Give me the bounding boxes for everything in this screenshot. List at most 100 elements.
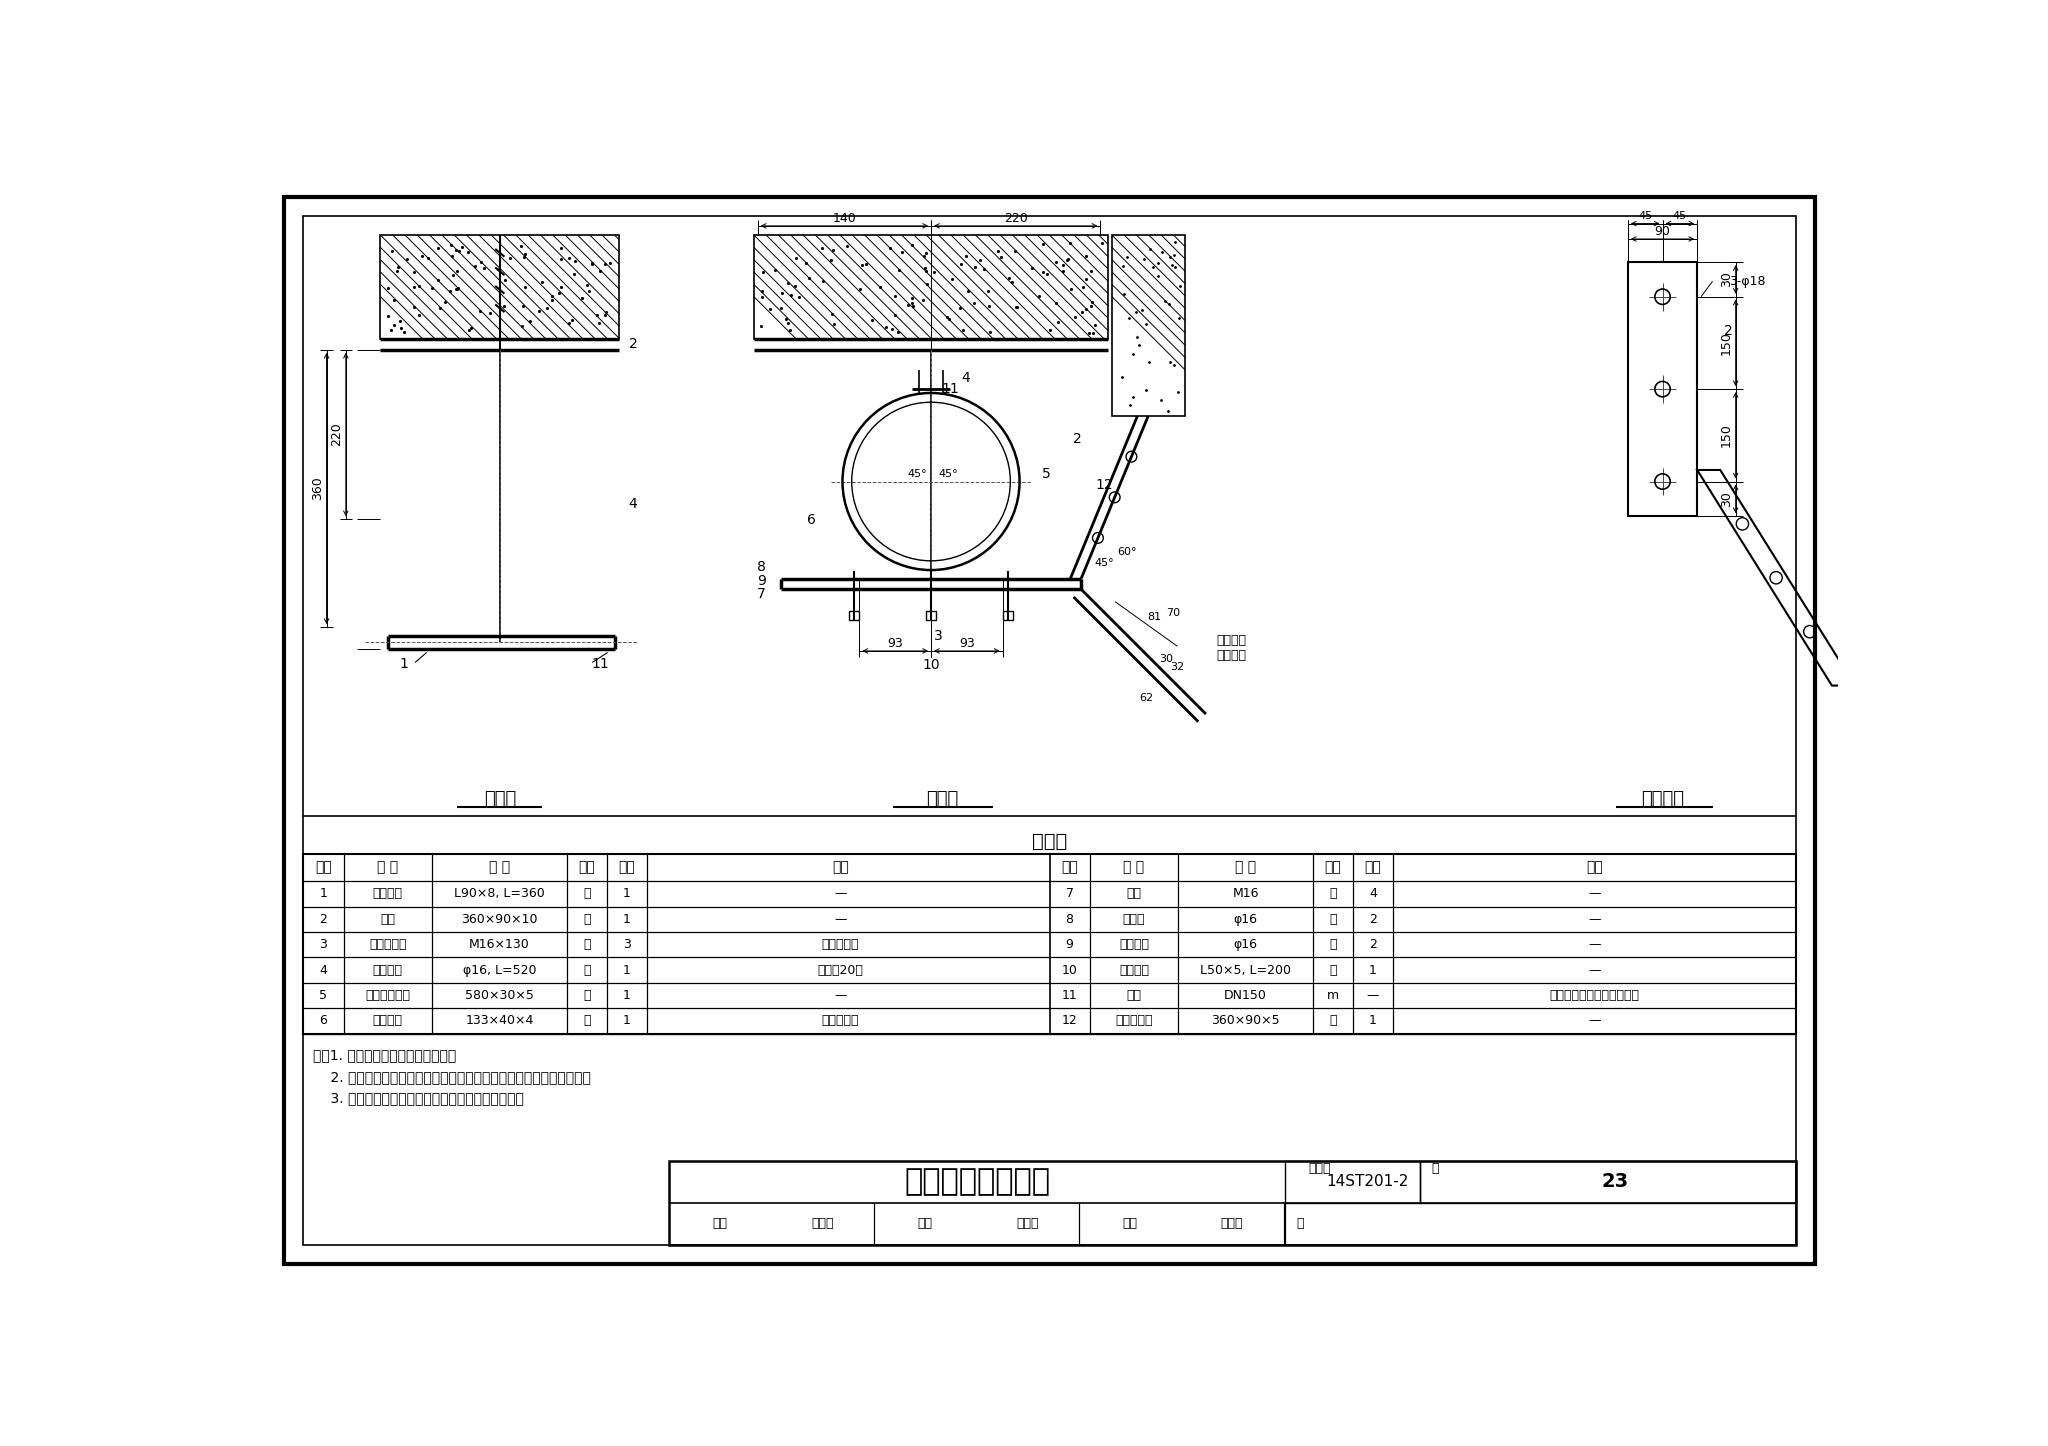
Text: 2: 2: [1368, 938, 1376, 951]
Text: 8: 8: [1065, 912, 1073, 925]
Text: 弧形钢板: 弧形钢板: [373, 1015, 403, 1028]
Bar: [754, 236, 1108, 338]
Text: 2: 2: [319, 912, 328, 925]
Text: 1: 1: [623, 888, 631, 901]
Text: 件: 件: [584, 989, 590, 1002]
Bar: [1419, 1161, 1796, 1203]
Text: 2. 本图按圆形隧道绘制，其他隧道样式支架参考本图调整钢板角度。: 2. 本图按圆形隧道绘制，其他隧道样式支架参考本图调整钢板角度。: [313, 1070, 590, 1083]
Text: 校对: 校对: [918, 1218, 932, 1231]
Text: 2: 2: [1724, 324, 1733, 338]
Text: 30: 30: [1159, 655, 1174, 664]
Text: 8: 8: [758, 560, 766, 574]
Text: —: —: [1587, 888, 1602, 901]
Text: 580×30×5: 580×30×5: [465, 989, 535, 1002]
Text: M16: M16: [1233, 888, 1260, 901]
Text: 360: 360: [311, 477, 324, 500]
Text: 右视图: 右视图: [926, 790, 958, 808]
Text: 45°: 45°: [938, 469, 958, 479]
Text: 81: 81: [1147, 612, 1161, 622]
Text: 1: 1: [623, 1015, 631, 1028]
Text: —: —: [1366, 989, 1378, 1002]
Bar: [1286, 1161, 1419, 1203]
Text: 4: 4: [961, 370, 971, 385]
Text: 1: 1: [623, 989, 631, 1002]
Text: 名 称: 名 称: [1124, 860, 1145, 875]
Text: 1: 1: [623, 963, 631, 976]
Text: 螺母: 螺母: [1126, 888, 1141, 901]
Text: 编号: 编号: [315, 860, 332, 875]
Text: 5: 5: [1042, 467, 1051, 482]
Text: 球墨铸铁管或热浸镀锌钢管: 球墨铸铁管或热浸镀锌钢管: [1550, 989, 1638, 1002]
Text: 11: 11: [592, 656, 608, 671]
Text: 3. 作为中间支架使用时，应去掉相应的中间螺栓。: 3. 作为中间支架使用时，应去掉相应的中间螺栓。: [313, 1092, 524, 1105]
Text: 图集号: 图集号: [1309, 1161, 1331, 1174]
Bar: [303, 855, 1796, 1034]
Text: 2: 2: [629, 337, 637, 351]
Text: 45°: 45°: [907, 469, 928, 479]
Text: 32: 32: [1169, 662, 1184, 672]
Text: 5: 5: [319, 989, 328, 1002]
Text: M16×130: M16×130: [469, 938, 530, 951]
Text: 150: 150: [1720, 424, 1733, 447]
Text: —: —: [1587, 938, 1602, 951]
Text: 件: 件: [1329, 1015, 1337, 1028]
Text: 1: 1: [399, 656, 408, 671]
Text: —: —: [1587, 1015, 1602, 1028]
Text: 注：1. 支架应在加工完成后热镀锌。: 注：1. 支架应在加工完成后热镀锌。: [313, 1048, 457, 1063]
Text: 件: 件: [1329, 963, 1337, 976]
Text: DN150: DN150: [1225, 989, 1268, 1002]
Text: 150: 150: [1720, 331, 1733, 354]
Text: 4: 4: [319, 963, 328, 976]
Text: —: —: [1587, 963, 1602, 976]
Bar: [1004, 610, 1014, 620]
Bar: [1628, 262, 1698, 516]
Text: 规 格: 规 格: [1235, 860, 1255, 875]
Text: L90×8, L=360: L90×8, L=360: [455, 888, 545, 901]
Text: 后扩底锚栓: 后扩底锚栓: [369, 938, 408, 951]
Text: 备注: 备注: [831, 860, 850, 875]
Bar: [381, 236, 618, 338]
Text: 块: 块: [584, 912, 590, 925]
Text: 3: 3: [623, 938, 631, 951]
Text: 名 称: 名 称: [377, 860, 399, 875]
Text: 12: 12: [1061, 1015, 1077, 1028]
Text: 钢板: 钢板: [381, 912, 395, 925]
Bar: [926, 610, 936, 620]
Bar: [1112, 236, 1186, 416]
Text: 3: 3: [934, 629, 942, 642]
Text: 管道: 管道: [1126, 989, 1141, 1002]
Text: 件: 件: [584, 888, 590, 901]
Text: —: —: [834, 888, 846, 901]
Text: 60°: 60°: [1118, 547, 1137, 557]
Text: 1: 1: [319, 888, 328, 901]
Text: 3-φ18: 3-φ18: [1729, 275, 1765, 288]
Text: 圆钢管卡: 圆钢管卡: [373, 963, 403, 976]
Text: 斜撑角钢: 斜撑角钢: [1118, 963, 1149, 976]
Text: 和角钢焊接: 和角钢焊接: [821, 1015, 860, 1028]
Text: φ16, L=520: φ16, L=520: [463, 963, 537, 976]
Text: 14ST201-2: 14ST201-2: [1327, 1174, 1409, 1189]
Text: 数量: 数量: [618, 860, 635, 875]
Bar: [848, 610, 860, 620]
Text: 93: 93: [887, 636, 903, 649]
Text: 规 格: 规 格: [489, 860, 510, 875]
Text: 弹簧垫片: 弹簧垫片: [1118, 938, 1149, 951]
Text: 1: 1: [1368, 963, 1376, 976]
Text: 赵际顺: 赵际顺: [1016, 1218, 1038, 1231]
Text: 单位: 单位: [578, 860, 596, 875]
Text: 材料表: 材料表: [1032, 833, 1067, 852]
Text: 设计: 设计: [1122, 1218, 1137, 1231]
Text: 11: 11: [1061, 989, 1077, 1002]
Text: L50×5, L=200: L50×5, L=200: [1200, 963, 1290, 976]
Text: 45: 45: [1673, 211, 1688, 221]
Text: m: m: [1327, 989, 1339, 1002]
Text: φ16: φ16: [1233, 938, 1257, 951]
Text: 93: 93: [958, 636, 975, 649]
Text: 块: 块: [584, 1015, 590, 1028]
Text: —: —: [834, 989, 846, 1002]
Text: 编号: 编号: [1061, 860, 1077, 875]
Text: 数量: 数量: [1364, 860, 1380, 875]
Text: 备注: 备注: [1585, 860, 1604, 875]
Text: 6: 6: [807, 513, 815, 526]
Text: 2: 2: [1073, 432, 1081, 447]
